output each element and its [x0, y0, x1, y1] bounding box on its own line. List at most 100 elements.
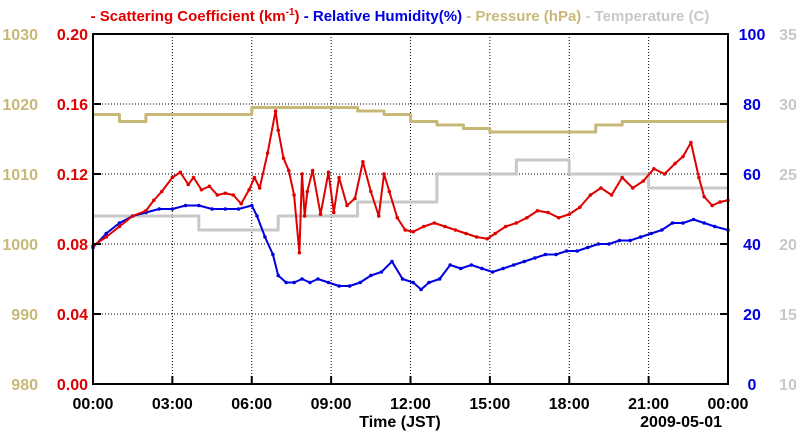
scattering-point [178, 170, 183, 175]
humidity-point [691, 217, 696, 222]
scattering-tick-label: 0.04 [57, 307, 88, 324]
humidity-point [628, 238, 632, 243]
humidity-point [702, 221, 706, 225]
scattering-point [152, 198, 156, 203]
humidity-point [369, 273, 373, 278]
legend-text: - Scattering Coefficient (km-1) - Relati… [91, 7, 710, 25]
scattering-point [387, 189, 392, 194]
humidity-tick-label: 40 [743, 237, 761, 254]
humidity-tick-label: 80 [743, 97, 761, 114]
date-label: 2009-05-01 [640, 414, 722, 431]
humidity-point [104, 231, 109, 236]
scattering-point [652, 166, 656, 171]
humidity-point [316, 277, 320, 281]
humidity-point [379, 270, 384, 274]
scattering-point [556, 215, 561, 220]
scattering-point [337, 175, 341, 180]
humidity-point [670, 221, 675, 225]
humidity-point [575, 249, 579, 253]
scattering-point [117, 224, 122, 229]
scattering-point [286, 168, 291, 173]
humidity-point [533, 256, 537, 260]
humidity-point [197, 203, 201, 208]
scattering-tick-label: 0.20 [57, 27, 88, 44]
humidity-point [271, 252, 275, 257]
scattering-point [630, 186, 635, 190]
humidity-tick-label: 60 [743, 167, 761, 184]
humidity-point [300, 277, 304, 281]
humidity-point [284, 280, 288, 285]
scattering-point [689, 140, 693, 145]
humidity-point [649, 231, 654, 236]
scattering-point [578, 205, 582, 210]
legend-item-humidity: - Relative Humidity(%) [300, 8, 463, 25]
scattering-point [485, 236, 490, 241]
scattering-point [697, 175, 701, 180]
pressure-axis: 980 990 1000 1010 1020 1030 [2, 27, 38, 394]
scattering-point [464, 231, 468, 236]
scattering-tick-label: 0.12 [57, 167, 88, 184]
scattering-point [369, 189, 373, 194]
time-axis: 00:00 03:00 06:00 09:00 12:00 15:00 18:00 21:00… [73, 376, 749, 413]
scattering-point [382, 172, 386, 176]
scattering-point [514, 221, 519, 225]
humidity-tick-label: 0 [748, 377, 757, 394]
scattering-point [599, 186, 603, 190]
scattering-point [361, 159, 365, 164]
humidity-point [419, 287, 423, 292]
scattering-point [376, 214, 381, 218]
scattering-point [718, 200, 722, 204]
scattering-point [535, 208, 540, 213]
humidity-point [617, 238, 622, 243]
x-tick-label: 03:00 [152, 396, 193, 413]
scattering-tick-label: 0.08 [57, 237, 88, 254]
scattering-point [403, 228, 408, 232]
humidity-point [255, 214, 259, 218]
scattering-point [326, 170, 331, 175]
scattering-point [710, 203, 714, 208]
scattering-point [215, 193, 220, 197]
scattering-point [588, 193, 593, 197]
temperature-tick-label: 10 [779, 377, 797, 394]
scattering-point [421, 224, 426, 229]
scattering-point [503, 224, 508, 229]
humidity-point [437, 277, 442, 281]
humidity-point [326, 280, 331, 285]
temperature-tick-label: 15 [779, 307, 797, 324]
scattering-point [297, 250, 302, 255]
legend-suffix: ) [295, 8, 300, 25]
scattering-point [265, 151, 270, 155]
scattering-point [411, 229, 415, 234]
x-tick-label: 09:00 [311, 396, 352, 413]
humidity-point [292, 280, 296, 285]
humidity-point [358, 280, 363, 285]
humidity-point [157, 207, 161, 211]
pressure-tick-label: 1030 [2, 27, 38, 44]
humidity-point [448, 263, 452, 267]
x-tick-label: 21:00 [628, 396, 669, 413]
humidity-point [596, 242, 601, 246]
temperature-series-line [93, 158, 728, 232]
humidity-tick-label: 20 [743, 307, 761, 324]
x-tick-label: 12:00 [390, 396, 431, 413]
legend-item-temperature: - Temperature (C) [581, 8, 709, 25]
scattering-point [310, 168, 315, 173]
humidity-point [469, 263, 474, 267]
scattering-point [199, 187, 204, 192]
scattering-point [273, 109, 278, 113]
humidity-point [347, 284, 352, 288]
scattering-point [144, 208, 148, 213]
pressure-tick-label: 1020 [2, 97, 38, 114]
legend-superscript: -1 [286, 7, 295, 18]
x-tick-label: 18:00 [549, 396, 590, 413]
humidity-point [480, 266, 484, 271]
scattering-point [292, 193, 296, 197]
scattering-point [662, 172, 667, 176]
legend-item-pressure: - Pressure (hPa) [462, 8, 581, 25]
scattering-point [252, 175, 257, 180]
humidity-point [263, 235, 267, 239]
scattering-point [702, 194, 706, 199]
x-tick-label: 00:00 [708, 396, 749, 413]
legend: - Scattering Coefficient (km-1) - Relati… [91, 7, 710, 25]
scattering-point [281, 156, 286, 161]
